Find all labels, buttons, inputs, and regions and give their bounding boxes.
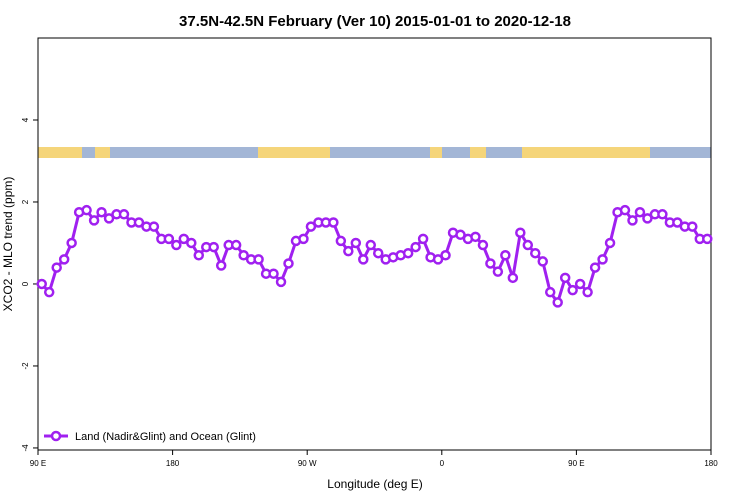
point bbox=[477, 239, 489, 251]
point bbox=[96, 206, 107, 218]
point bbox=[627, 215, 638, 226]
point bbox=[702, 233, 713, 245]
point bbox=[455, 229, 466, 241]
x-tick-label: 90 W bbox=[298, 459, 317, 468]
point bbox=[51, 262, 62, 273]
point bbox=[470, 231, 481, 243]
point bbox=[88, 215, 100, 226]
point bbox=[582, 286, 593, 298]
point bbox=[530, 247, 541, 259]
point bbox=[81, 204, 92, 216]
point bbox=[432, 254, 444, 265]
point bbox=[350, 237, 362, 249]
point bbox=[522, 239, 534, 251]
x-tick-label: 180 bbox=[704, 459, 718, 468]
point bbox=[36, 278, 47, 290]
x-tick-label: 90 E bbox=[568, 459, 584, 468]
legend-marker bbox=[50, 430, 62, 442]
point bbox=[500, 250, 511, 261]
y-axis-label: XCO2 - MLO trend (ppm) bbox=[1, 177, 15, 312]
point bbox=[634, 206, 646, 218]
y-tick-label: -2 bbox=[21, 362, 30, 370]
point bbox=[672, 217, 683, 228]
point bbox=[238, 250, 249, 261]
point bbox=[559, 272, 571, 284]
land-ocean-strip bbox=[38, 147, 711, 158]
point bbox=[657, 209, 668, 220]
point bbox=[537, 256, 548, 267]
point bbox=[305, 221, 317, 232]
point bbox=[58, 254, 70, 265]
point bbox=[619, 204, 631, 216]
point bbox=[186, 237, 197, 249]
point bbox=[597, 254, 608, 265]
point bbox=[215, 260, 227, 271]
point bbox=[372, 247, 384, 259]
point bbox=[485, 258, 496, 269]
point bbox=[343, 245, 354, 257]
x-tick-label: 90 E bbox=[30, 459, 46, 468]
point bbox=[171, 239, 182, 251]
point bbox=[574, 278, 586, 290]
point bbox=[507, 272, 519, 284]
point bbox=[230, 239, 242, 251]
point bbox=[298, 233, 309, 245]
y-tick-label: 2 bbox=[21, 199, 30, 204]
point bbox=[208, 241, 219, 253]
point bbox=[515, 227, 526, 238]
point bbox=[66, 237, 77, 249]
y-tick-label: 4 bbox=[21, 117, 30, 122]
point bbox=[365, 239, 377, 251]
y-tick-label: -4 bbox=[21, 444, 30, 452]
point bbox=[402, 247, 414, 259]
point bbox=[358, 254, 369, 265]
point bbox=[544, 286, 556, 298]
x-tick-label: 0 bbox=[440, 459, 445, 468]
point bbox=[133, 217, 145, 228]
point bbox=[148, 221, 160, 232]
point bbox=[103, 213, 115, 224]
point bbox=[410, 241, 421, 253]
point bbox=[275, 276, 287, 288]
point bbox=[589, 262, 601, 273]
point bbox=[440, 250, 451, 261]
point bbox=[283, 258, 294, 269]
point bbox=[43, 286, 55, 298]
legend-label: Land (Nadir&Glint) and Ocean (Glint) bbox=[75, 431, 256, 443]
point bbox=[253, 254, 264, 265]
point bbox=[567, 284, 578, 296]
plot-frame bbox=[37, 37, 712, 451]
chart-title: 37.5N-42.5N February (Ver 10) 2015-01-01… bbox=[179, 13, 571, 30]
point bbox=[492, 266, 504, 277]
point bbox=[328, 217, 339, 228]
y-tick-label: 0 bbox=[21, 281, 30, 286]
point bbox=[417, 233, 429, 245]
point bbox=[687, 221, 698, 232]
point bbox=[335, 235, 347, 247]
point bbox=[268, 268, 279, 279]
point bbox=[163, 233, 175, 245]
point bbox=[604, 237, 616, 249]
point bbox=[552, 297, 563, 308]
point bbox=[193, 250, 205, 261]
point bbox=[642, 213, 653, 224]
x-tick-label: 180 bbox=[166, 459, 180, 468]
point bbox=[118, 209, 130, 220]
x-axis-label: Longitude (deg E) bbox=[327, 477, 422, 491]
point bbox=[178, 233, 190, 245]
